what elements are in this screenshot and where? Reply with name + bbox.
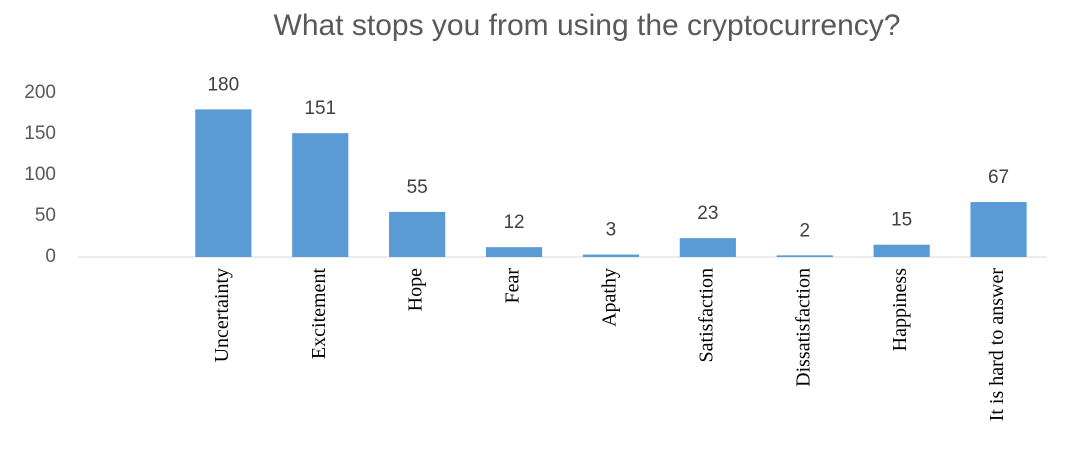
bar <box>582 254 640 257</box>
x-tick-label: Happiness <box>889 268 911 352</box>
data-label: 2 <box>799 220 810 241</box>
bar <box>485 247 543 257</box>
y-tick-label: 100 <box>24 164 56 185</box>
data-label: 3 <box>606 220 617 241</box>
chart-title: What stops you from using the cryptocurr… <box>274 9 901 42</box>
bar <box>873 244 930 257</box>
data-label: 180 <box>207 74 239 95</box>
data-label: 55 <box>407 177 428 198</box>
bar <box>970 202 1027 257</box>
data-label: 151 <box>304 98 336 119</box>
y-tick-label: 50 <box>35 205 56 226</box>
bar <box>679 238 736 257</box>
data-label: 67 <box>988 167 1009 188</box>
y-tick-label: 200 <box>24 82 56 103</box>
y-tick-label: 0 <box>45 246 56 267</box>
data-label: 15 <box>891 210 912 231</box>
bar <box>776 255 833 257</box>
y-tick-label: 150 <box>24 123 56 144</box>
x-tick-label: It is hard to answer <box>986 268 1008 422</box>
x-tick-label: Satisfaction <box>695 268 717 362</box>
x-tick-label: Excitement <box>308 268 330 360</box>
data-label: 12 <box>503 212 524 233</box>
x-tick-label: Hope <box>405 268 427 311</box>
x-tick-label: Apathy <box>599 268 621 327</box>
bar <box>389 211 446 257</box>
x-tick-label: Uncertainty <box>211 268 233 362</box>
x-tick-label: Fear <box>502 268 524 304</box>
bar <box>292 133 349 257</box>
x-tick-label: Dissatisfaction <box>792 268 814 387</box>
data-label: 23 <box>697 203 718 224</box>
bar <box>195 109 252 258</box>
